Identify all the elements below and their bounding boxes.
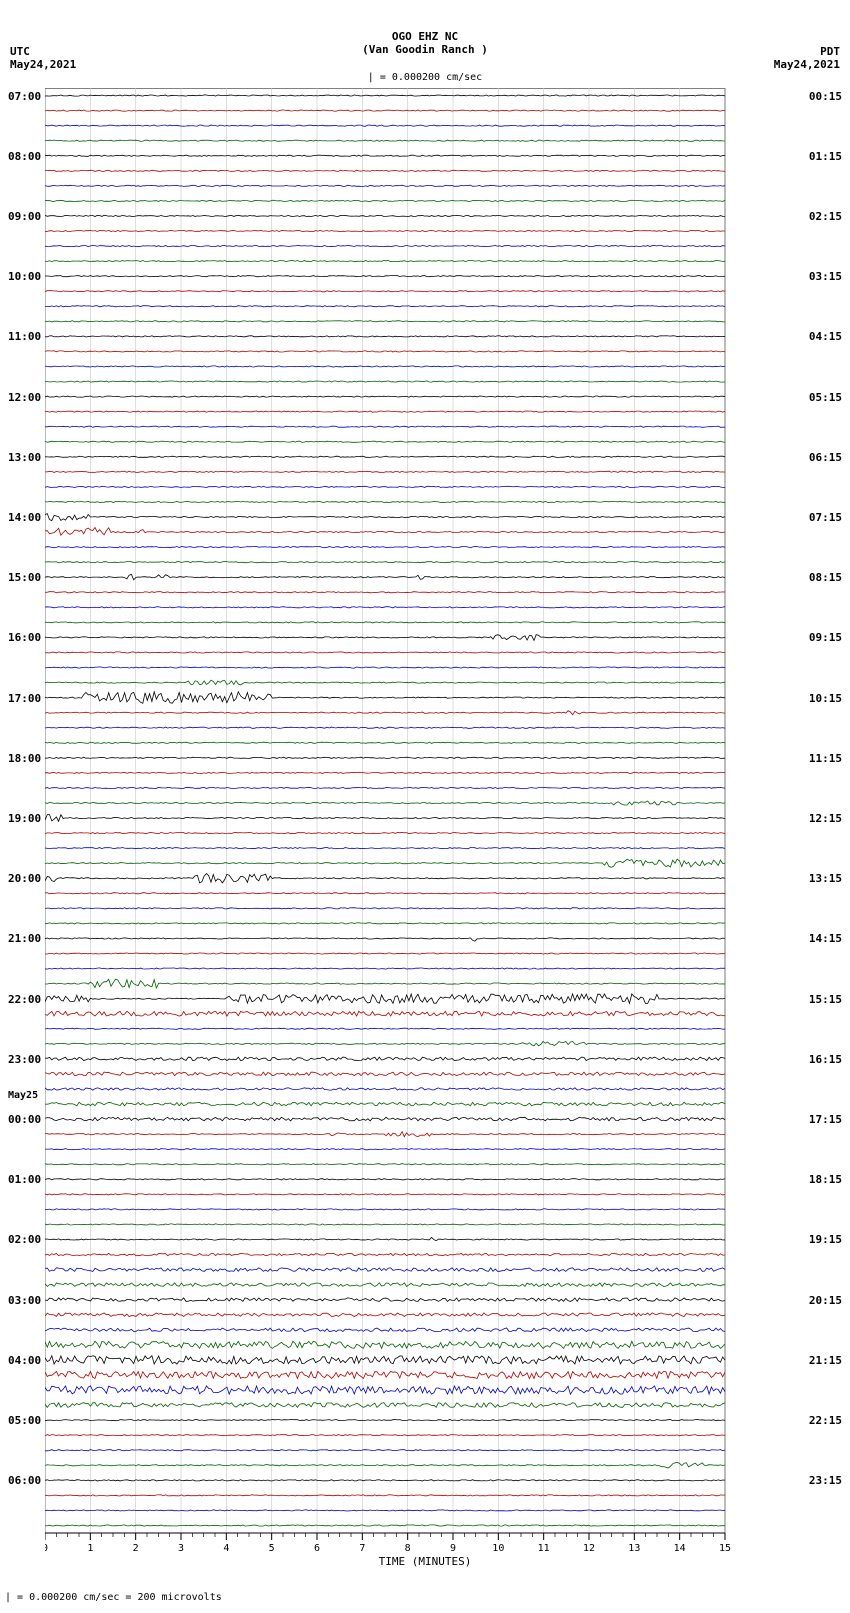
utc-hour-label: 05:00 [8,1414,41,1427]
svg-text:3: 3 [178,1543,184,1554]
pdt-hour-label: 23:15 [809,1474,842,1487]
utc-hour-label: 17:00 [8,692,41,705]
date-rollover-label: May25 [8,1090,38,1101]
svg-text:6: 6 [314,1543,320,1554]
pdt-hour-label: 03:15 [809,270,842,283]
utc-hour-label: 14:00 [8,511,41,524]
svg-text:1: 1 [87,1543,93,1554]
pdt-hour-label: 09:15 [809,631,842,644]
pdt-hour-label: 17:15 [809,1113,842,1126]
pdt-hour-label: 02:15 [809,210,842,223]
timezone-left: UTC [10,45,30,58]
utc-hour-label: 23:00 [8,1053,41,1066]
utc-hour-label: 18:00 [8,752,41,765]
pdt-hour-label: 22:15 [809,1414,842,1427]
x-axis-label: TIME (MINUTES) [0,1555,850,1568]
pdt-hour-label: 11:15 [809,752,842,765]
pdt-hour-label: 18:15 [809,1173,842,1186]
svg-text:8: 8 [405,1543,411,1554]
utc-hour-label: 22:00 [8,993,41,1006]
station-header: OGO EHZ NC (Van Goodin Ranch ) [0,30,850,56]
pdt-hour-label: 16:15 [809,1053,842,1066]
pdt-hour-label: 10:15 [809,692,842,705]
svg-text:4: 4 [223,1543,229,1554]
svg-text:14: 14 [674,1543,686,1554]
svg-text:15: 15 [719,1543,731,1554]
utc-hour-label: 19:00 [8,812,41,825]
pdt-hour-label: 04:15 [809,330,842,343]
utc-hour-label: 06:00 [8,1474,41,1487]
utc-hour-label: 13:00 [8,451,41,464]
svg-text:10: 10 [492,1543,504,1554]
pdt-hour-label: 12:15 [809,812,842,825]
utc-hour-label: 10:00 [8,270,41,283]
timezone-right: PDT [820,45,840,58]
pdt-hour-label: 20:15 [809,1294,842,1307]
svg-text:11: 11 [538,1543,550,1554]
pdt-hour-label: 06:15 [809,451,842,464]
utc-hour-label: 12:00 [8,391,41,404]
svg-text:0: 0 [45,1543,48,1554]
scale-indicator-footer: | = 0.000200 cm/sec = 200 microvolts [5,1592,222,1603]
svg-text:7: 7 [359,1543,365,1554]
pdt-hour-label: 08:15 [809,571,842,584]
utc-hour-label: 15:00 [8,571,41,584]
svg-text:9: 9 [450,1543,456,1554]
utc-hour-label: 20:00 [8,872,41,885]
pdt-hour-label: 14:15 [809,932,842,945]
station-code: OGO EHZ NC [0,30,850,43]
seismogram-container: OGO EHZ NC (Van Goodin Ranch ) UTC PDT M… [0,0,850,1613]
pdt-hour-label: 19:15 [809,1233,842,1246]
utc-hour-label: 02:00 [8,1233,41,1246]
utc-hour-label: 08:00 [8,150,41,163]
utc-hour-label: 01:00 [8,1173,41,1186]
seismogram-plot: 0123456789101112131415 [45,88,805,1558]
utc-hour-label: 03:00 [8,1294,41,1307]
svg-text:2: 2 [133,1543,139,1554]
svg-text:12: 12 [583,1543,595,1554]
pdt-hour-label: 01:15 [809,150,842,163]
pdt-hour-label: 21:15 [809,1354,842,1367]
utc-hour-label: 09:00 [8,210,41,223]
scale-indicator-top: | = 0.000200 cm/sec [0,72,850,83]
pdt-hour-label: 00:15 [809,90,842,103]
pdt-hour-label: 13:15 [809,872,842,885]
pdt-hour-label: 15:15 [809,993,842,1006]
utc-hour-label: 04:00 [8,1354,41,1367]
utc-hour-label: 11:00 [8,330,41,343]
station-name: (Van Goodin Ranch ) [0,43,850,56]
utc-hour-label: 16:00 [8,631,41,644]
utc-hour-label: 00:00 [8,1113,41,1126]
svg-text:5: 5 [269,1543,275,1554]
pdt-hour-label: 07:15 [809,511,842,524]
svg-text:13: 13 [628,1543,640,1554]
date-right: May24,2021 [774,58,840,71]
pdt-hour-label: 05:15 [809,391,842,404]
date-left: May24,2021 [10,58,76,71]
utc-hour-label: 07:00 [8,90,41,103]
utc-hour-label: 21:00 [8,932,41,945]
